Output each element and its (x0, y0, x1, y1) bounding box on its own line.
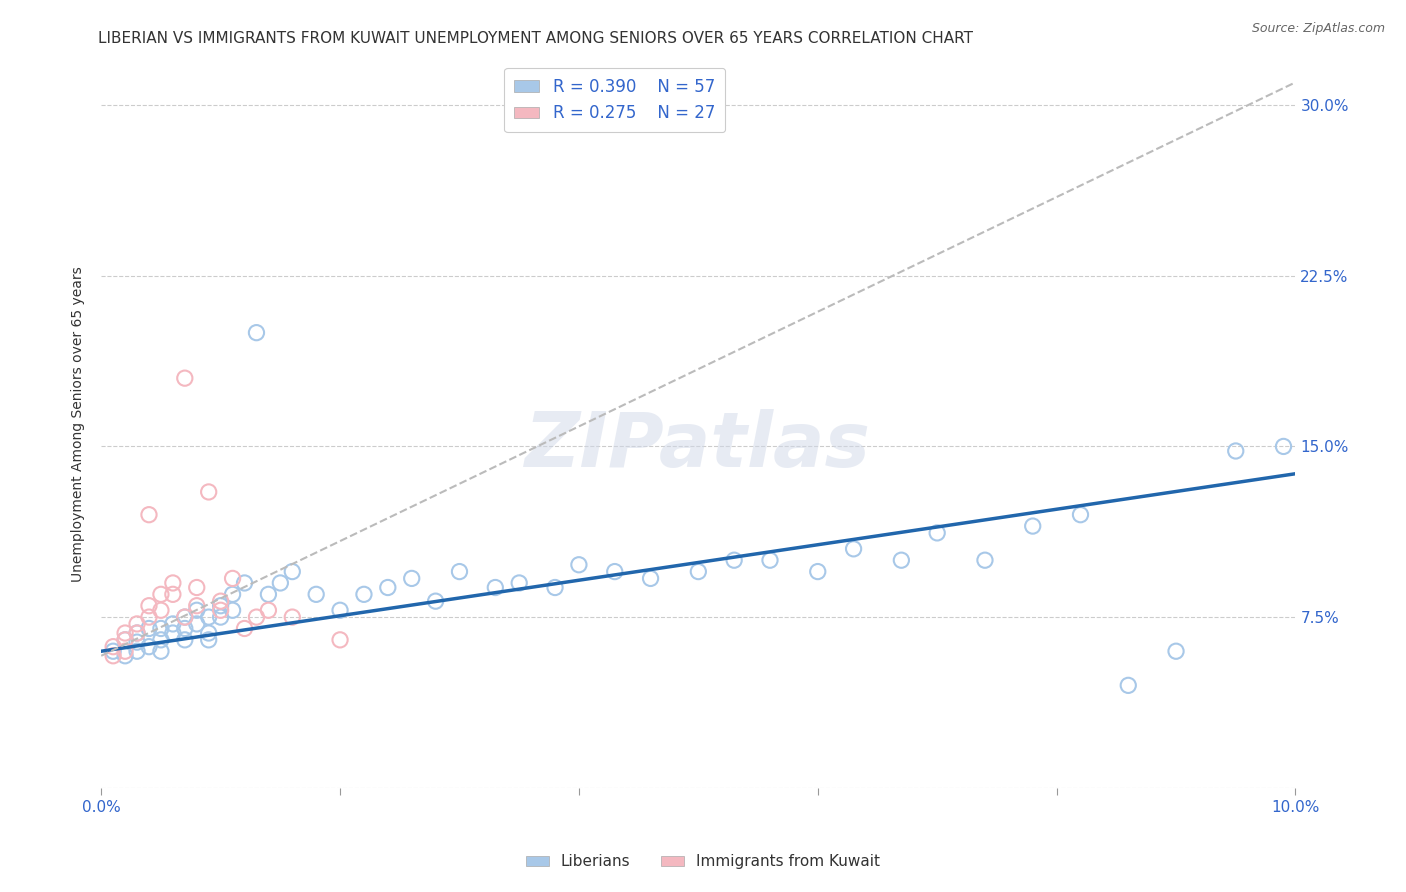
Point (281, 610, 304, 624)
Point (401, 571, 423, 585)
Point (233, 622, 256, 636)
Point (209, 599, 232, 613)
Point (257, 603, 280, 617)
Point (197, 485, 219, 500)
Point (162, 616, 184, 631)
Point (640, 571, 662, 585)
Point (508, 576, 530, 591)
Point (114, 632, 136, 647)
Point (245, 326, 267, 340)
Point (245, 610, 267, 624)
Point (173, 371, 195, 385)
Point (221, 571, 243, 585)
Point (927, 525, 949, 540)
Point (162, 576, 184, 591)
Legend: Liberians, Immigrants from Kuwait: Liberians, Immigrants from Kuwait (520, 848, 886, 875)
Point (353, 587, 375, 601)
Point (114, 644, 136, 658)
Point (149, 644, 172, 658)
Point (101, 648, 124, 663)
Point (197, 632, 219, 647)
Point (162, 626, 184, 640)
Point (149, 632, 172, 647)
Point (233, 576, 256, 591)
Point (125, 626, 148, 640)
Point (114, 632, 136, 647)
Point (329, 603, 352, 617)
Point (329, 632, 352, 647)
Point (257, 587, 280, 601)
Point (125, 616, 148, 631)
Point (162, 587, 184, 601)
Point (138, 610, 160, 624)
Point (186, 581, 208, 595)
Point (1164, 644, 1187, 658)
Point (138, 508, 160, 522)
Point (1272, 439, 1295, 453)
Point (173, 610, 195, 624)
Point (186, 599, 208, 613)
Point (281, 565, 304, 579)
Point (138, 599, 160, 613)
Point (197, 610, 219, 624)
Point (974, 553, 997, 567)
Point (449, 565, 471, 579)
Point (1116, 678, 1139, 692)
Point (425, 594, 447, 608)
Point (209, 610, 232, 624)
Point (544, 581, 567, 595)
Point (149, 622, 172, 636)
Point (759, 553, 782, 567)
Point (149, 603, 172, 617)
Point (149, 587, 172, 601)
Point (209, 603, 232, 617)
Point (173, 622, 195, 636)
Point (186, 603, 208, 617)
Point (1225, 444, 1247, 458)
Point (269, 576, 291, 591)
Point (125, 644, 148, 658)
Point (138, 640, 160, 654)
Point (114, 626, 136, 640)
Text: Source: ZipAtlas.com: Source: ZipAtlas.com (1251, 22, 1385, 36)
Point (568, 558, 591, 572)
Text: LIBERIAN VS IMMIGRANTS FROM KUWAIT UNEMPLOYMENT AMONG SENIORS OVER 65 YEARS CORR: LIBERIAN VS IMMIGRANTS FROM KUWAIT UNEMP… (98, 31, 973, 46)
Point (305, 587, 328, 601)
Point (186, 616, 208, 631)
Point (723, 553, 745, 567)
Point (1069, 508, 1091, 522)
Point (890, 553, 912, 567)
Point (842, 541, 865, 556)
Point (197, 626, 219, 640)
Point (114, 648, 136, 663)
Point (125, 635, 148, 649)
Point (209, 594, 232, 608)
Point (688, 565, 710, 579)
Point (221, 603, 243, 617)
Point (603, 565, 626, 579)
Point (484, 581, 506, 595)
Point (101, 644, 124, 658)
Legend: R = 0.390    N = 57, R = 0.275    N = 27: R = 0.390 N = 57, R = 0.275 N = 27 (505, 68, 725, 132)
Point (1022, 519, 1045, 533)
Point (125, 626, 148, 640)
Point (138, 622, 160, 636)
Point (807, 565, 830, 579)
Text: ZIPatlas: ZIPatlas (526, 409, 872, 483)
Point (173, 632, 195, 647)
Point (101, 640, 124, 654)
Y-axis label: Unemployment Among Seniors over 65 years: Unemployment Among Seniors over 65 years (72, 266, 86, 582)
Point (377, 581, 399, 595)
Point (221, 587, 243, 601)
Point (173, 610, 195, 624)
